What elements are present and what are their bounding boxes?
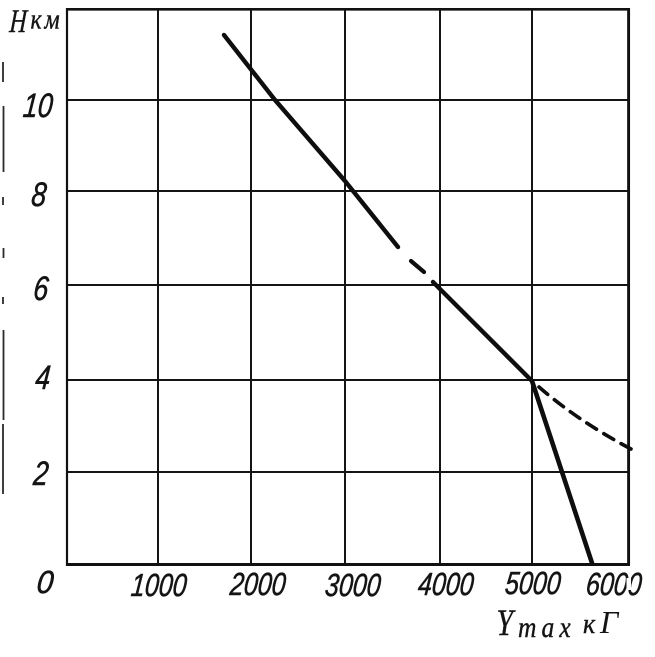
svg-text:Y: Y: [497, 603, 516, 644]
svg-text:3000: 3000: [324, 568, 383, 604]
svg-text:км: км: [31, 4, 63, 35]
svg-text:6000: 6000: [585, 567, 644, 603]
svg-text:4: 4: [34, 359, 52, 397]
svg-text:8: 8: [30, 176, 48, 214]
svg-text:Г: Г: [599, 604, 620, 640]
svg-text:max: max: [518, 611, 576, 644]
svg-text:2000: 2000: [228, 567, 288, 603]
svg-text:к: к: [583, 607, 596, 640]
svg-text:5000: 5000: [504, 566, 563, 602]
svg-text:6: 6: [32, 270, 50, 308]
svg-text:4000: 4000: [417, 567, 476, 603]
svg-text:1000: 1000: [130, 568, 189, 604]
svg-text:2: 2: [31, 455, 50, 493]
svg-text:10: 10: [22, 87, 55, 125]
svg-text:0: 0: [35, 564, 55, 600]
svg-text:Н: Н: [8, 3, 30, 40]
